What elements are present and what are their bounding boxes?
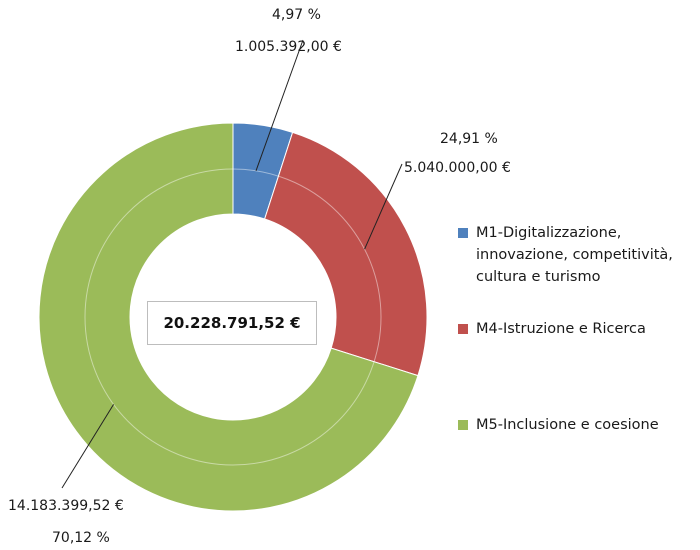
leader-line-m4	[364, 163, 403, 250]
slice-m5	[38, 122, 419, 512]
legend-label-m4: M4-Istruzione e Ricerca	[476, 321, 646, 337]
value-label-m5: 14.183.399,52 €	[8, 498, 124, 514]
leader-line-m5	[61, 404, 115, 489]
value-label-m4: 5.040.000,00 €	[404, 160, 511, 176]
legend-label-m1: M1-Digitalizzazione, innovazione, compet…	[476, 225, 673, 285]
percent-label-m4: 24,91 %	[440, 131, 498, 147]
legend-swatch-m5	[458, 420, 468, 430]
legend-label-m5: M5-Inclusione e coesione	[476, 417, 659, 433]
donut-slices	[38, 122, 428, 512]
data-labels: 4,97 % 1.005.392,00 € 24,91 % 5.040.000,00 …	[8, 7, 511, 546]
legend-item-m4: M4-Istruzione e Ricerca	[458, 318, 696, 340]
leader-lines	[61, 39, 403, 489]
leader-line-m1	[255, 39, 304, 171]
legend-swatch-m1	[458, 228, 468, 238]
percent-label-m5: 70,12 %	[52, 530, 110, 546]
slice-m4	[264, 131, 428, 377]
legend-item-m1: M1-Digitalizzazione, innovazione, compet…	[458, 222, 696, 288]
percent-label-m1: 4,97 %	[272, 7, 321, 23]
value-label-m1: 1.005.392,00 €	[235, 39, 342, 55]
legend-item-m5: M5-Inclusione e coesione	[458, 414, 696, 436]
donut-ring-separator	[84, 168, 382, 466]
total-label: 20.228.791,52 €	[147, 301, 317, 345]
legend-swatch-m4	[458, 324, 468, 334]
